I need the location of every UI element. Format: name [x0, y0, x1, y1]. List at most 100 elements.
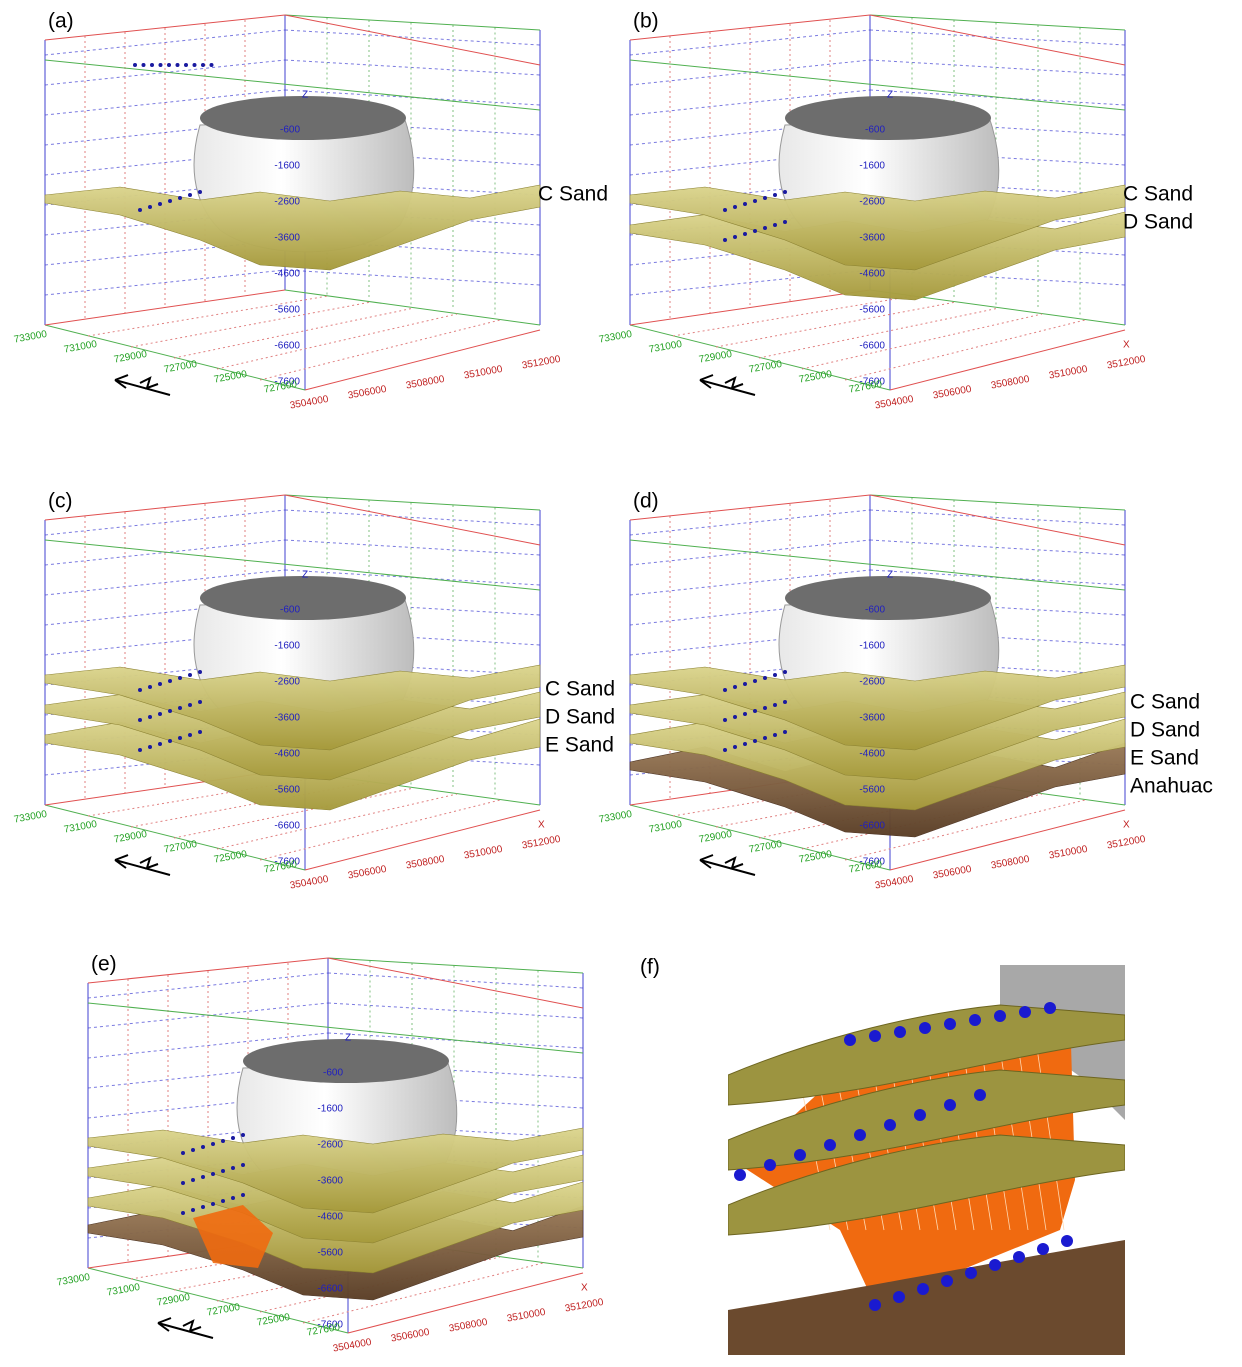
well-point [181, 1181, 185, 1185]
axis-line [870, 540, 1125, 555]
y-tick-label: 727600 [263, 379, 298, 396]
well-point [965, 1267, 977, 1279]
x-tick-label: 3504000 [874, 874, 915, 892]
well-point [869, 1030, 881, 1042]
well-point [763, 736, 767, 740]
axis-line [630, 15, 870, 40]
panel-label: (d) [633, 490, 659, 513]
well-point [201, 1205, 205, 1209]
well-point [198, 700, 202, 704]
well-point [211, 1172, 215, 1176]
y-tick-label: 729000 [113, 349, 148, 366]
well-point [241, 1133, 245, 1137]
x-tick-label: 3504000 [874, 394, 915, 412]
well-point [168, 199, 172, 203]
well-point [894, 1026, 906, 1038]
well-point [181, 1151, 185, 1155]
y-tick-label: 733000 [13, 329, 48, 346]
y-tick-label: 733000 [13, 809, 48, 826]
well-point [783, 220, 787, 224]
well-point [184, 63, 188, 67]
layer-label: D Sand [1123, 211, 1193, 234]
north-arrow [700, 855, 755, 875]
well-point [241, 1163, 245, 1167]
well-point [773, 733, 777, 737]
well-point [723, 748, 727, 752]
y-tick-label: 731000 [63, 339, 98, 356]
x-tick-label: 3506000 [932, 864, 973, 882]
z-tick-label: -2600 [859, 677, 885, 688]
z-axis-name: Z [887, 570, 893, 581]
well-point [178, 196, 182, 200]
well-point [743, 742, 747, 746]
y-tick-label: 727000 [748, 839, 783, 856]
z-tick-label: -600 [323, 1068, 343, 1079]
well-point [753, 709, 757, 713]
well-point [969, 1014, 981, 1026]
y-tick-label: 727600 [263, 859, 298, 876]
axis-line [285, 30, 540, 45]
well-point [794, 1149, 806, 1161]
panel: (d)-600-1600-2600-3600-4600-5600-6600-76… [598, 490, 1213, 892]
well-point [231, 1196, 235, 1200]
well-point [138, 718, 142, 722]
well-point [191, 1148, 195, 1152]
panel: (c)-600-1600-2600-3600-4600-5600-6600-76… [13, 490, 615, 892]
y-tick-label: 725000 [256, 1312, 291, 1329]
well-point [201, 1145, 205, 1149]
z-tick-label: -3600 [317, 1176, 343, 1187]
x-tick-label: 3508000 [405, 854, 446, 872]
well-point [148, 745, 152, 749]
well-point [221, 1169, 225, 1173]
well-point [914, 1109, 926, 1121]
well-point [188, 703, 192, 707]
x-tick-label: 3504000 [289, 874, 330, 892]
x-tick-label: 3510000 [463, 364, 504, 382]
x-tick-label: 3506000 [347, 864, 388, 882]
well-point [824, 1139, 836, 1151]
z-tick-label: -1600 [859, 161, 885, 172]
z-tick-label: -2600 [317, 1140, 343, 1151]
well-point [138, 208, 142, 212]
well-point [198, 670, 202, 674]
x-tick-label: 3510000 [1048, 844, 1089, 862]
axis-line [88, 296, 328, 336]
well-point [753, 199, 757, 203]
layer-label: C Sand [545, 678, 615, 701]
z-axis-name: Z [302, 90, 308, 101]
well-point [159, 63, 163, 67]
well-point [201, 63, 205, 67]
well-point [191, 1208, 195, 1212]
z-tick-label: -600 [280, 125, 300, 136]
well-point [764, 1159, 776, 1171]
y-tick-label: 727000 [163, 839, 198, 856]
x-axis-name: X [538, 820, 545, 831]
z-tick-label: -6600 [859, 821, 885, 832]
well-point [191, 1178, 195, 1182]
well-point [733, 715, 737, 719]
well-point [783, 700, 787, 704]
z-tick-label: -1600 [317, 1104, 343, 1115]
well-point [158, 742, 162, 746]
well-point [743, 712, 747, 716]
layer-label: E Sand [1130, 747, 1199, 770]
well-point [241, 1193, 245, 1197]
y-tick-label: 733000 [598, 809, 633, 826]
well-point [783, 730, 787, 734]
well-point [753, 679, 757, 683]
x-tick-label: 3506000 [347, 384, 388, 402]
panel-label: (b) [633, 10, 659, 33]
well-point [138, 748, 142, 752]
x-tick-label: 3510000 [506, 1307, 547, 1325]
axis-line [328, 1003, 583, 1018]
well-point [148, 685, 152, 689]
well-point [733, 205, 737, 209]
well-point [133, 63, 137, 67]
well-point [148, 715, 152, 719]
layer-label: C Sand [1130, 691, 1200, 714]
y-tick-label: 725000 [213, 369, 248, 386]
z-tick-label: -6600 [274, 341, 300, 352]
well-point [231, 1136, 235, 1140]
figure: (a)-600-1600-2600-3600-4600-5600-6600-76… [0, 0, 1242, 1362]
well-point [723, 238, 727, 242]
